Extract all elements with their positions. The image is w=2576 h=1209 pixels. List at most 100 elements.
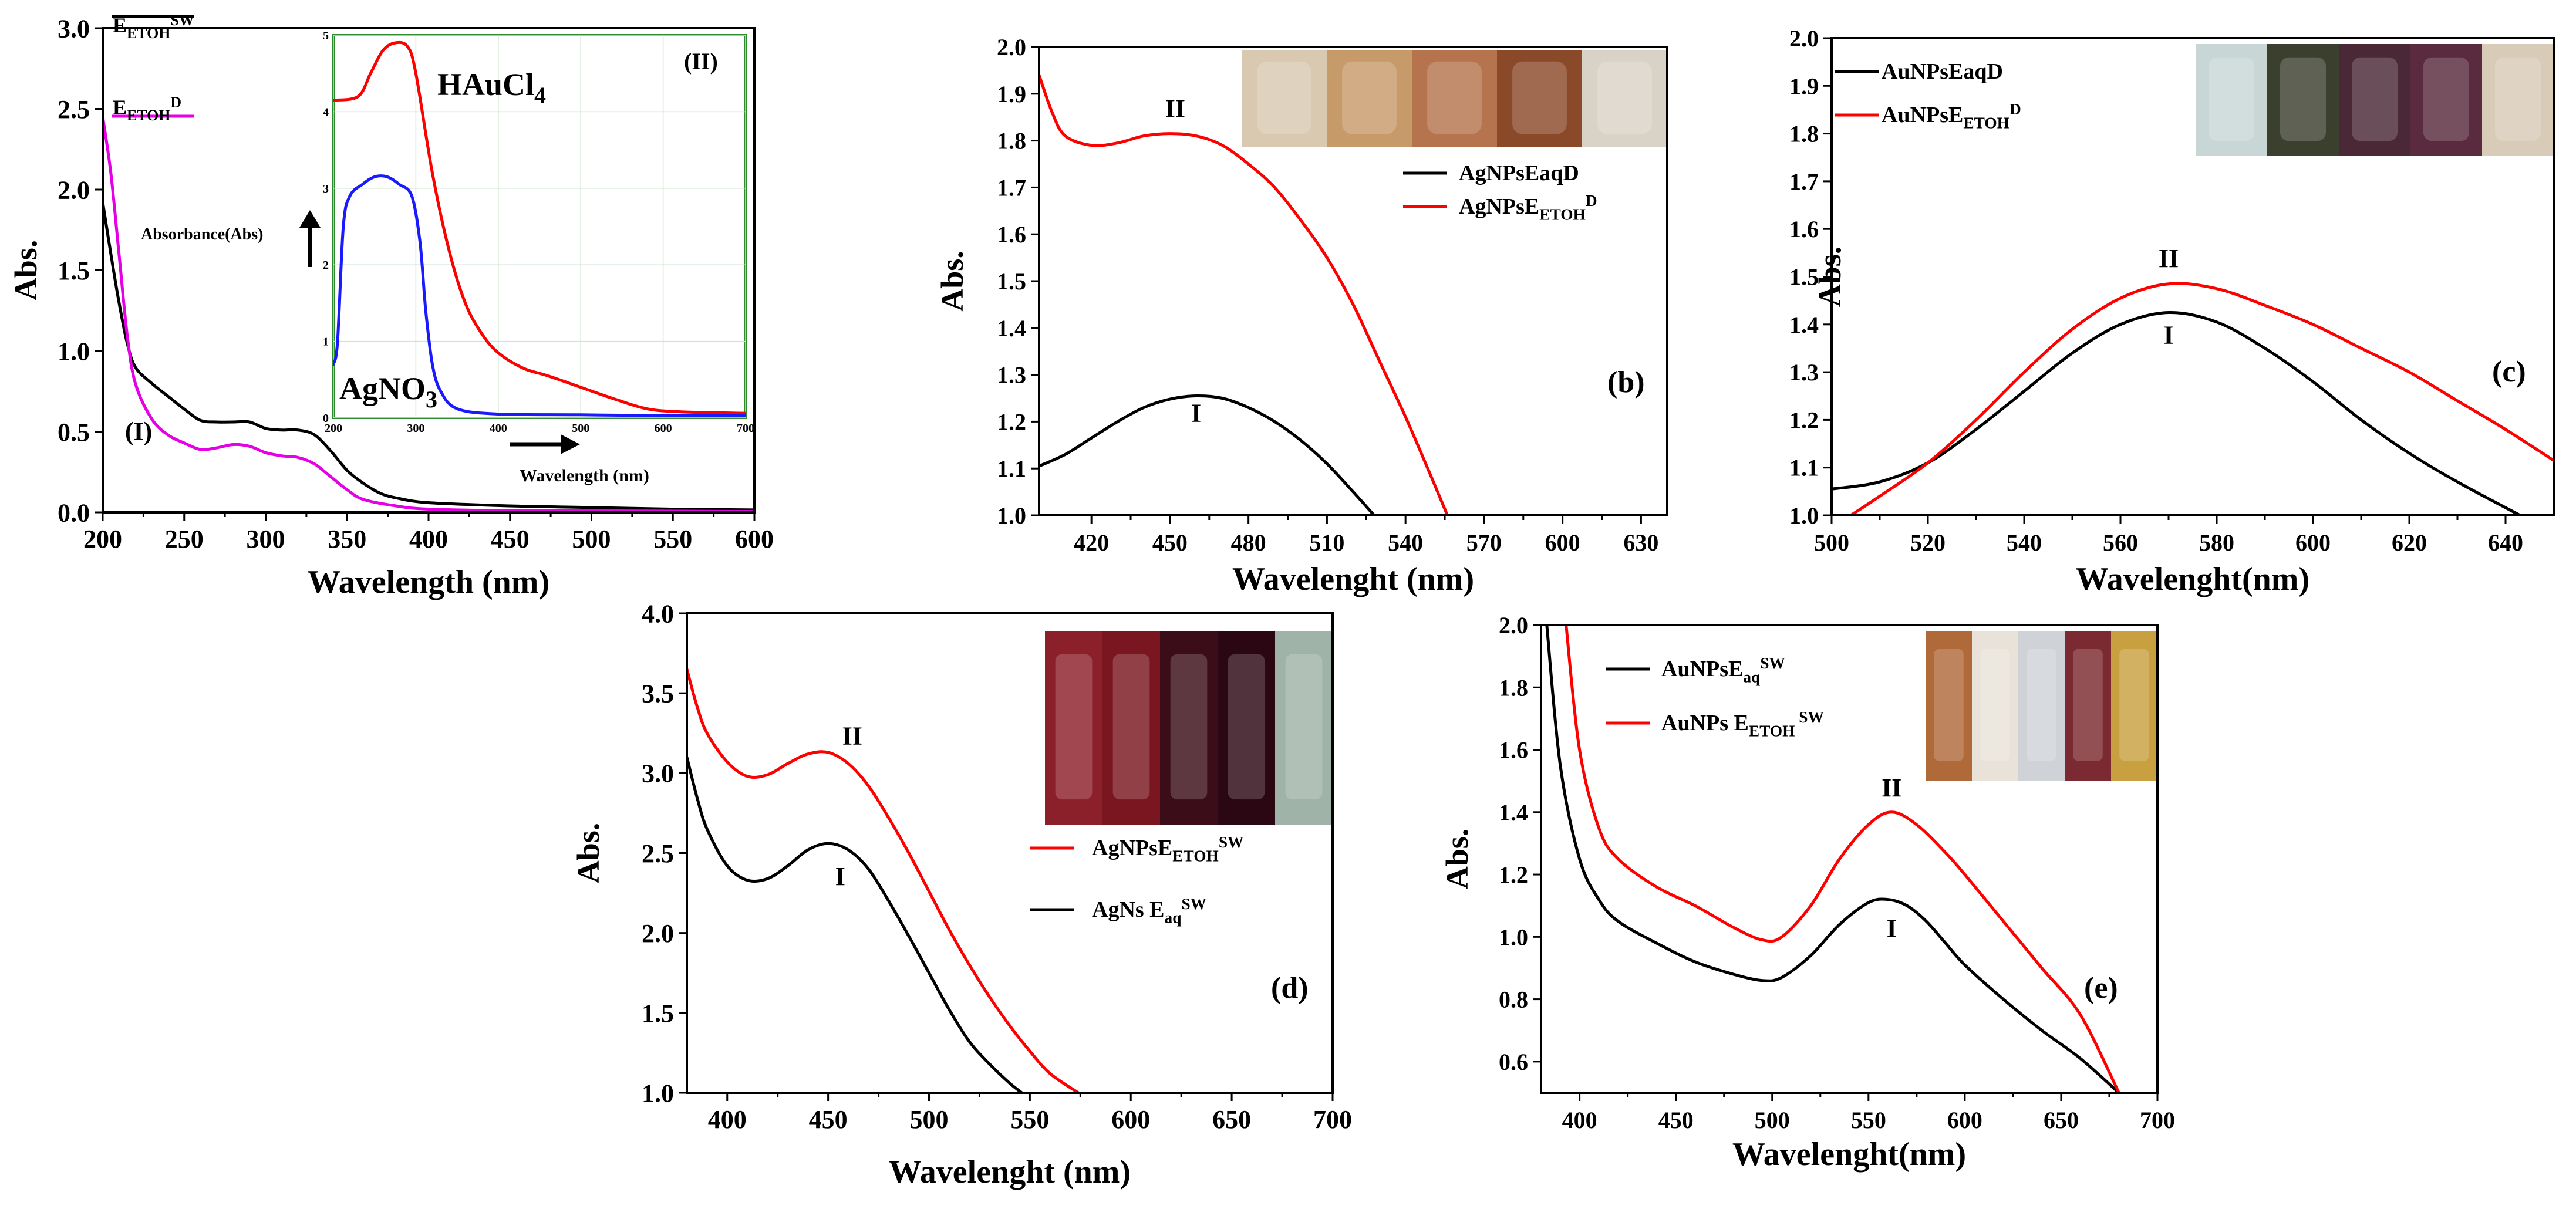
photo-vial	[1934, 649, 1964, 761]
photo-region	[1242, 50, 1327, 147]
x-tick-label: 560	[2103, 529, 2138, 556]
y-axis-label: Abs.	[571, 823, 606, 884]
x-tick-label: 200	[83, 525, 122, 553]
photo-region	[1412, 50, 1498, 147]
photo-region	[1582, 50, 1668, 147]
chart-panel-b: 420 450 480 510 540 570 600 630 1.0 1.1 1.2 1.3 1.4 1…	[935, 34, 1668, 597]
y-axis-label: Abs.	[935, 251, 970, 312]
panel-label: (b)	[1607, 366, 1645, 399]
x-tick-label: 450	[491, 525, 530, 553]
y-tick-label: 1.6	[1499, 737, 1528, 764]
inset-y-tick-label: 5	[323, 29, 329, 42]
y-tick-label: 1.4	[1499, 799, 1528, 826]
y-tick-label: 3.5	[642, 680, 674, 708]
curve-annotation: II	[1882, 774, 1901, 802]
x-tick-label: 250	[165, 525, 204, 553]
inset-y-tick-label: 1	[323, 336, 329, 349]
photo-region	[1275, 631, 1333, 825]
x-tick-label: 640	[2488, 529, 2523, 556]
legend-label-main: AgNPsE	[1459, 194, 1539, 219]
photo-inset-e	[1926, 631, 2158, 781]
y-tick-label: 1.8	[1499, 674, 1528, 701]
photo-region	[1327, 50, 1412, 147]
inset-curve-label-sub: 4	[534, 82, 546, 109]
legend-label-main: AuNPsEaqD	[1882, 59, 2003, 84]
y-tick-label: 1.4	[997, 315, 1026, 342]
x-axis-label: Wavelenght (nm)	[1232, 561, 1474, 597]
y-tick-label: 1.2	[1499, 862, 1528, 888]
y-tick-label: 1.5	[642, 999, 674, 1028]
x-tick-label: 420	[1074, 529, 1109, 556]
legend-label-main: E	[113, 96, 127, 119]
photo-region	[2065, 631, 2112, 781]
photo-vial	[2119, 649, 2149, 761]
y-tick-label: 1.3	[997, 362, 1026, 389]
inset-y-tick-label: 2	[323, 259, 329, 272]
legend-label-sub: aq	[1165, 909, 1182, 927]
x-tick-label: 650	[2044, 1107, 2079, 1133]
legend-label-sub: ETOH	[1963, 114, 2009, 132]
panel-label: (c)	[2492, 355, 2526, 389]
legend-label-main: AgNPsE	[1092, 836, 1172, 860]
series-line-e-0	[1545, 625, 2120, 1093]
legend-label-sup: D	[2009, 100, 2021, 118]
photo-region	[1497, 50, 1583, 147]
legend-label-sup: SW	[1760, 654, 1785, 672]
photo-region	[1160, 631, 1218, 825]
x-tick-label: 300	[247, 525, 285, 553]
inset-curve-label-main: AgNO	[339, 371, 426, 406]
legend-label-sup: D	[1586, 192, 1597, 210]
chart-panel-c: 500 520 540 560 580 600 620 640 1.0 1.1 1.2 1.3 1.4 1…	[1789, 25, 2555, 597]
chart-panel-a: 200 250 300 350 400 450 500 550 6000.00.51.01.52…	[8, 12, 774, 600]
photo-vial	[2494, 57, 2541, 141]
legend-label: AgNPsEETOHD	[1459, 192, 1597, 224]
y-tick-label: 1.8	[997, 128, 1026, 154]
photo-region	[1045, 631, 1103, 825]
inset-x-axis-label: Wavelength (nm)	[520, 466, 649, 485]
photo-inset-d	[1045, 631, 1333, 825]
photo-region	[2482, 44, 2554, 156]
inset-x-tick-label: 400	[490, 422, 507, 435]
series-line-c-0	[1832, 310, 2522, 515]
photo-vial	[1980, 649, 2010, 761]
y-axis-label: Abs.	[1439, 829, 1475, 890]
inset-curve-label: HAuCl4	[437, 67, 546, 109]
y-tick-label: 2.5	[58, 95, 90, 124]
y-tick-label: 0.6	[1499, 1049, 1528, 1075]
x-tick-label: 550	[653, 525, 692, 553]
y-tick-label: 1.5	[1789, 264, 1819, 291]
x-tick-label: 600	[1947, 1107, 1982, 1133]
inset-x-tick-label: 300	[407, 422, 424, 435]
up-arrow-head	[299, 210, 321, 228]
series-line-b-0	[1039, 394, 1376, 515]
y-tick-label: 1.0	[997, 502, 1026, 529]
legend-label: AuNPsEaqSW	[1661, 654, 1785, 686]
legend-label: AuNPsEaqD	[1882, 59, 2003, 84]
photo-region	[2018, 631, 2065, 781]
y-tick-label: 0.8	[1499, 987, 1528, 1013]
chart-panel-e: 400 450 500 550 600 650 700 0.6 0.8 1.0 1.2 1.4 1.6 1…	[1439, 612, 2175, 1173]
x-tick-label: 500	[910, 1105, 949, 1134]
inset-series-line-1	[333, 174, 746, 417]
inset-x-tick-label: 700	[737, 422, 754, 435]
legend-label-main: AuNPsE	[1882, 103, 1963, 127]
legend-label: AgNPsEaqD	[1459, 161, 1579, 185]
x-tick-label: 500	[1814, 529, 1849, 556]
x-tick-label: 540	[1388, 529, 1423, 556]
x-tick-label: 520	[1910, 529, 1946, 556]
y-tick-label: 1.8	[1789, 121, 1819, 147]
inset-y-tick-label: 0	[323, 412, 329, 425]
curve-annotation: II	[842, 721, 862, 750]
y-tick-label: 3.0	[58, 14, 90, 43]
y-tick-label: 1.7	[997, 174, 1026, 201]
panel-label: (d)	[1271, 971, 1309, 1005]
y-tick-label: 1.0	[58, 337, 90, 366]
curve-annotation: I	[835, 862, 845, 891]
photo-region	[2339, 44, 2411, 156]
x-tick-label: 480	[1231, 529, 1266, 556]
x-tick-label: 700	[1313, 1105, 1352, 1134]
photo-vial	[1285, 654, 1323, 800]
legend-label-main: AgNPsEaqD	[1459, 161, 1579, 185]
